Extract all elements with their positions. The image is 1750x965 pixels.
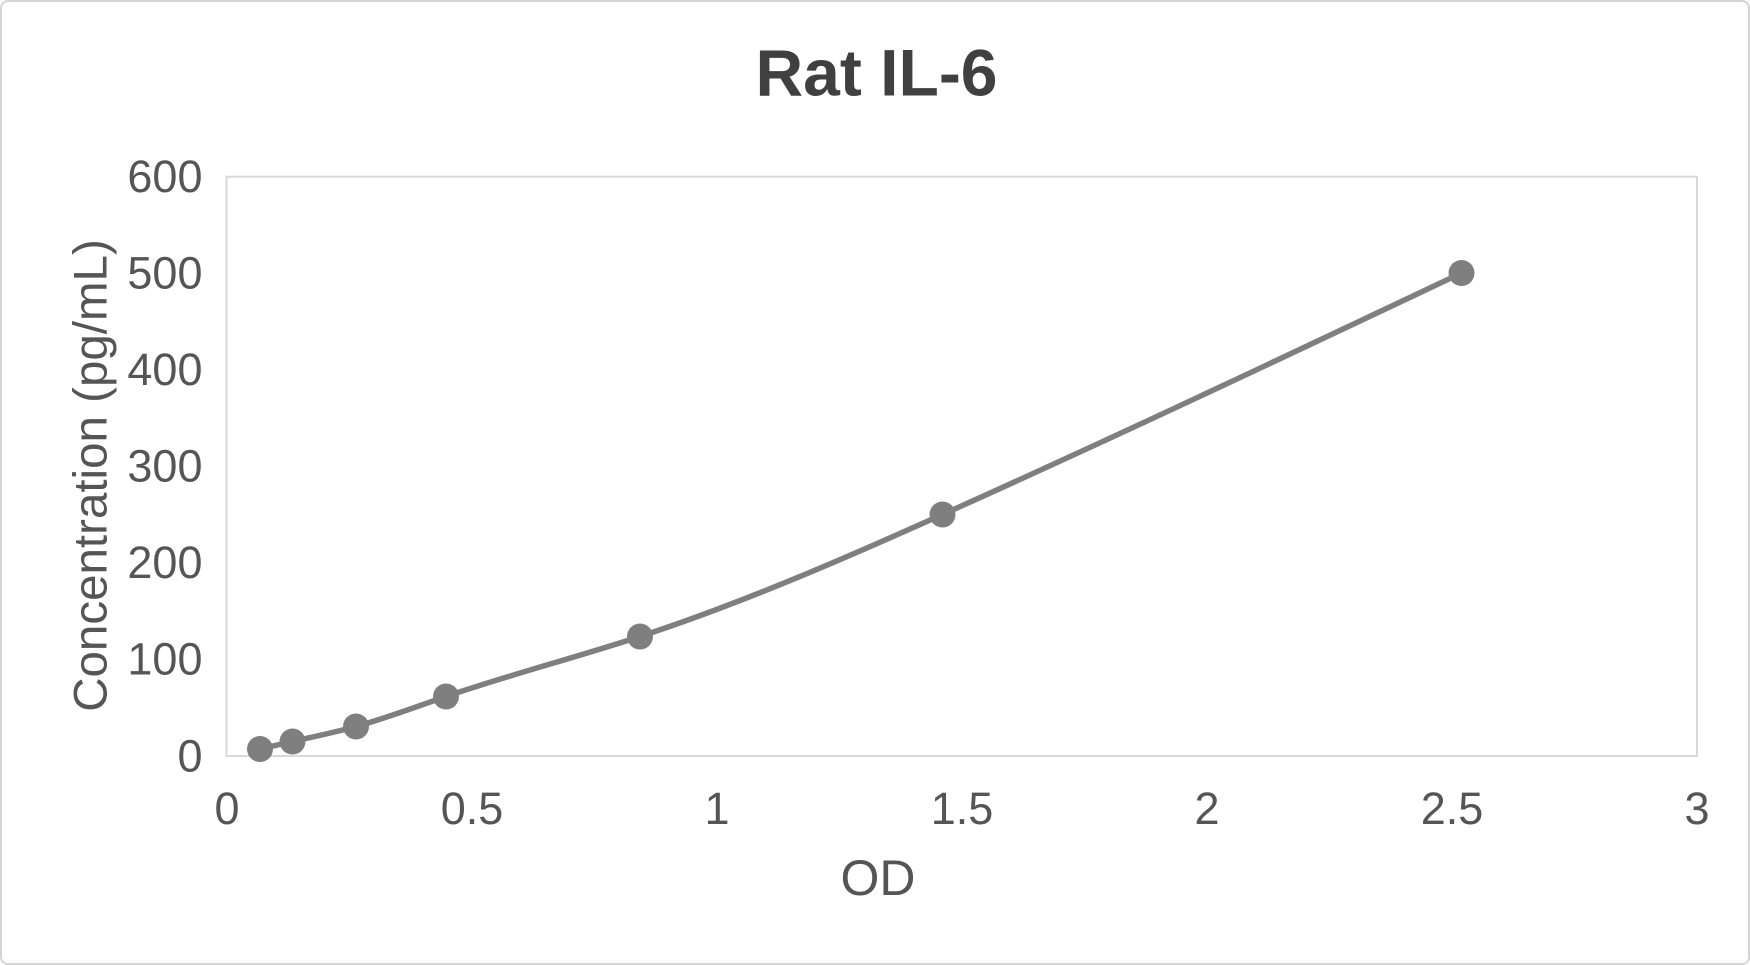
svg-text:0.5: 0.5 xyxy=(441,783,504,834)
svg-text:1.5: 1.5 xyxy=(931,783,994,834)
svg-text:Rat IL-6: Rat IL-6 xyxy=(755,35,997,109)
svg-text:Concentration (pg/mL): Concentration (pg/mL) xyxy=(65,239,118,712)
svg-text:2: 2 xyxy=(1194,783,1219,834)
svg-text:1: 1 xyxy=(704,783,729,834)
svg-text:400: 400 xyxy=(127,344,202,395)
svg-text:200: 200 xyxy=(127,537,202,588)
svg-text:600: 600 xyxy=(127,151,202,202)
svg-text:0: 0 xyxy=(214,783,239,834)
svg-text:300: 300 xyxy=(127,441,202,492)
svg-text:500: 500 xyxy=(127,248,202,299)
svg-text:3: 3 xyxy=(1684,783,1709,834)
svg-text:OD: OD xyxy=(841,850,916,906)
svg-text:0: 0 xyxy=(177,730,202,781)
svg-text:100: 100 xyxy=(127,634,202,685)
svg-text:2.5: 2.5 xyxy=(1421,783,1484,834)
